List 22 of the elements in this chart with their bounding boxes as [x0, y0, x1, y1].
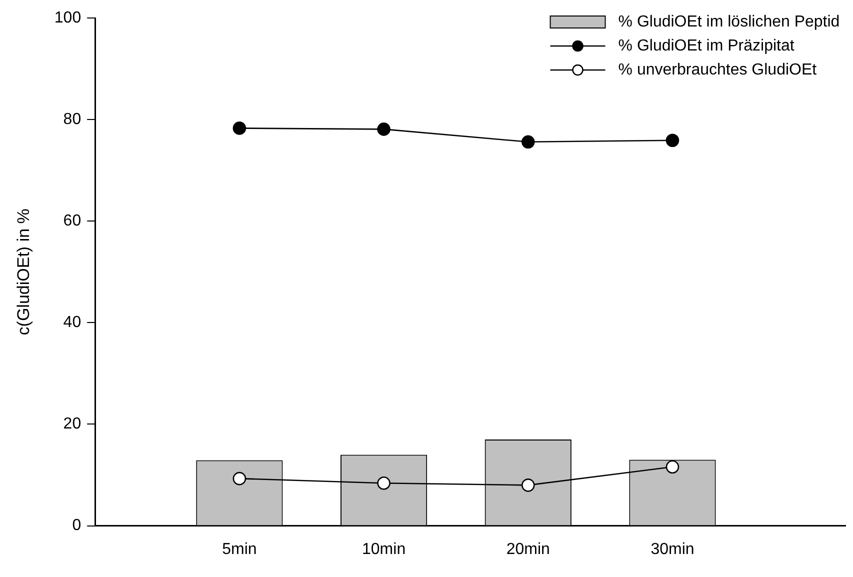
x-tick-label: 10min	[362, 540, 406, 558]
y-tick-label: 60	[63, 212, 82, 230]
x-tick-label: 20min	[506, 540, 550, 558]
point	[666, 134, 680, 148]
x-tick-label: 5min	[222, 540, 257, 558]
point	[666, 460, 680, 474]
legend-label: % GludiOEt im Präzipitat	[618, 37, 795, 54]
legend-label: % GludiOEt im löslichen Peptid	[618, 13, 840, 30]
point	[377, 476, 390, 490]
point	[521, 478, 535, 492]
legend-label: % unverbrauchtes GludiOEt	[618, 61, 818, 78]
point	[232, 122, 246, 135]
point	[232, 472, 246, 486]
y-tick-label: 0	[72, 517, 82, 534]
y-axis-title: c(GludiOEt) in %	[14, 208, 33, 336]
y-tick-label: 40	[63, 314, 82, 332]
point	[377, 122, 390, 136]
y-tick-label: 20	[63, 416, 82, 433]
x-tick-label: 30min	[650, 540, 694, 558]
y-tick-label: 100	[54, 9, 82, 26]
point	[521, 135, 535, 149]
y-tick-label: 80	[63, 110, 82, 128]
